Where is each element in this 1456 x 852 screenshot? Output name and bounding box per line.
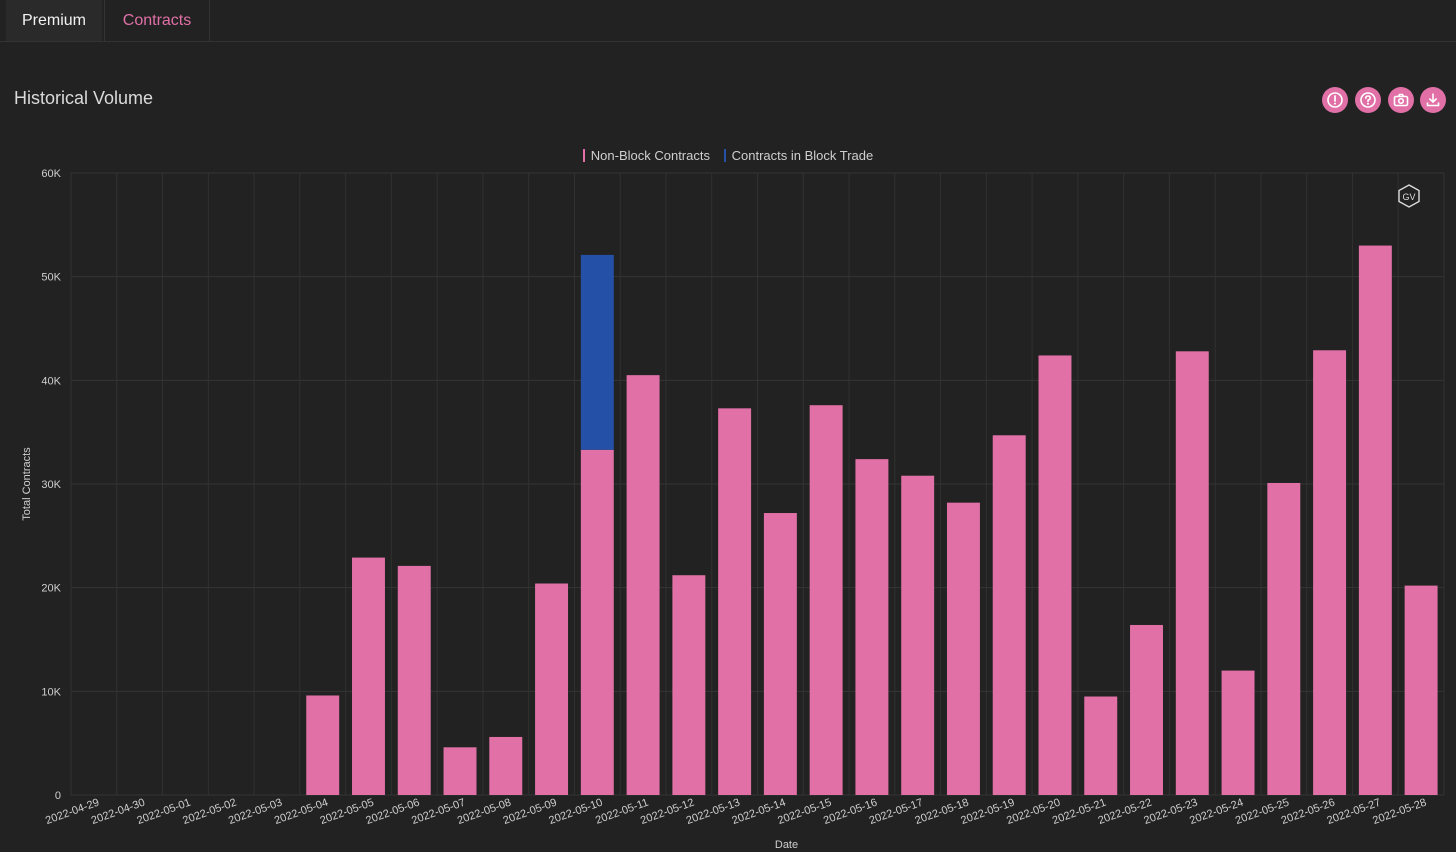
tab-bar: Premium Contracts — [0, 0, 1456, 42]
bar-non-block — [1084, 696, 1118, 795]
y-tick-label: 30K — [41, 479, 61, 491]
y-axis-title: Total Contracts — [21, 447, 33, 521]
bar-non-block — [855, 459, 889, 795]
bar-non-block — [535, 583, 569, 795]
svg-text:GV: GV — [1402, 192, 1415, 202]
bar-non-block — [718, 408, 752, 795]
legend-item-non-block[interactable]: Non-Block Contracts — [582, 148, 710, 163]
help-button[interactable] — [1355, 87, 1381, 113]
chart-actions — [1322, 87, 1448, 113]
legend-swatch-block-trade — [723, 149, 726, 162]
legend-item-block-trade[interactable]: Contracts in Block Trade — [723, 148, 874, 163]
help-icon — [1360, 92, 1376, 108]
y-tick-label: 0 — [55, 790, 61, 802]
bar-non-block — [1038, 355, 1072, 795]
bar-non-block — [1358, 245, 1392, 796]
y-tick-label: 20K — [41, 583, 61, 595]
bar-non-block — [1267, 482, 1301, 795]
bar-non-block — [626, 375, 660, 795]
bar-non-block — [901, 475, 935, 795]
bar-non-block — [443, 747, 477, 795]
y-tick-label: 50K — [41, 272, 61, 284]
download-icon — [1426, 93, 1440, 107]
bar-non-block — [1313, 350, 1347, 795]
tab-contracts[interactable]: Contracts — [104, 0, 210, 41]
bar-non-block — [1130, 624, 1163, 795]
bar-non-block — [672, 575, 706, 795]
legend-swatch-non-block — [582, 149, 585, 162]
chart-legend: Non-Block Contracts Contracts in Block T… — [0, 148, 1456, 163]
bar-non-block — [1404, 585, 1438, 795]
watermark-logo: GV — [1398, 184, 1420, 208]
bar-non-block — [992, 435, 1026, 795]
bar-non-block — [489, 736, 523, 795]
download-button[interactable] — [1420, 87, 1446, 113]
camera-icon — [1393, 93, 1409, 107]
bar-non-block — [580, 449, 614, 795]
y-tick-label: 40K — [41, 375, 61, 387]
x-axis-title: Date — [775, 839, 798, 851]
bar-non-block — [1221, 670, 1255, 795]
screenshot-button[interactable] — [1388, 87, 1414, 113]
bar-block-trade — [580, 254, 614, 450]
bar-non-block — [397, 565, 431, 795]
alert-button[interactable] — [1322, 87, 1348, 113]
bar-non-block — [306, 695, 340, 795]
legend-label-block-trade: Contracts in Block Trade — [731, 148, 874, 163]
bar-non-block — [352, 557, 385, 795]
bar-non-block — [946, 502, 980, 795]
page-title: Historical Volume — [14, 88, 154, 108]
y-tick-label: 10K — [41, 686, 61, 698]
bar-non-block — [809, 405, 843, 795]
tab-premium[interactable]: Premium — [6, 0, 102, 41]
y-tick-label: 60K — [41, 168, 61, 180]
legend-label-non-block: Non-Block Contracts — [590, 148, 710, 163]
bar-non-block — [1175, 351, 1209, 795]
bar-non-block — [763, 513, 797, 795]
alert-icon — [1327, 92, 1343, 108]
